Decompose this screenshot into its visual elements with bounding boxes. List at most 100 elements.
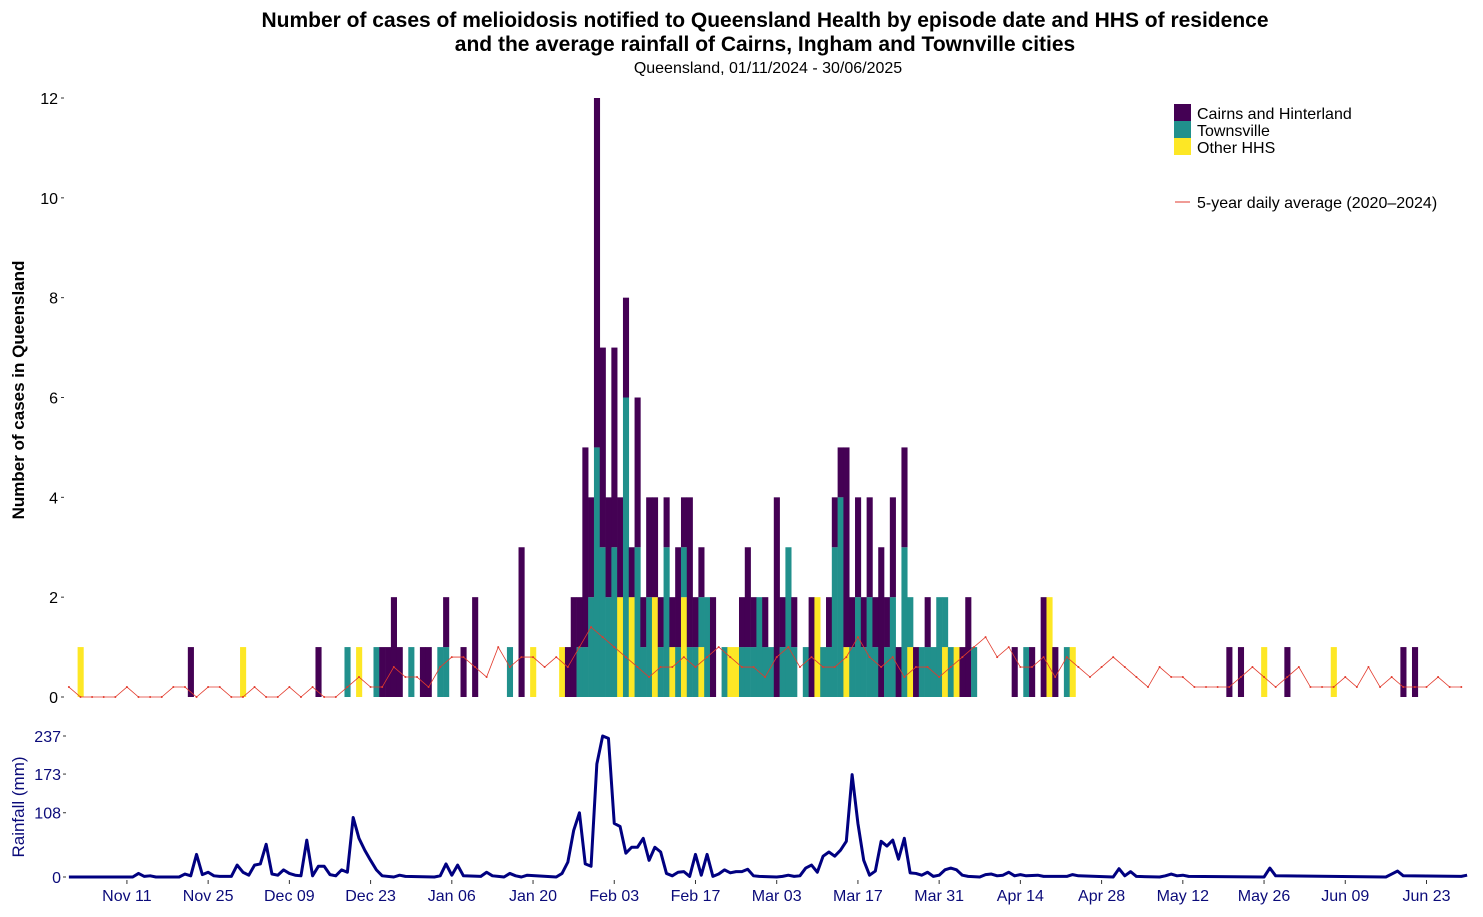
bar-segment-other — [356, 647, 363, 697]
average-point — [752, 666, 755, 669]
bar-segment-townsville — [1023, 647, 1030, 697]
average-point — [868, 656, 871, 659]
average-point — [79, 696, 82, 698]
average-point — [1274, 686, 1277, 689]
bar-segment-townsville — [675, 647, 682, 697]
bar-segment-cairns — [924, 597, 931, 648]
y-tick-label: 8 — [49, 291, 58, 308]
average-point — [914, 666, 917, 669]
chart-subtitle: Queensland, 01/11/2024 - 30/06/2025 — [634, 60, 902, 77]
bar-segment-other — [843, 647, 850, 697]
average-point — [125, 686, 128, 689]
average-point — [566, 666, 569, 669]
bar-segment-cairns — [622, 297, 630, 398]
average-point — [1251, 666, 1254, 669]
average-point — [1065, 656, 1068, 659]
bar-segment-other — [669, 647, 676, 697]
bar-segment-cairns — [744, 547, 751, 648]
bar-segment-townsville — [866, 597, 873, 697]
average-point — [1239, 676, 1242, 679]
bar-segment-other — [727, 647, 734, 697]
bar-segment-other — [651, 597, 659, 697]
average-point — [230, 696, 233, 698]
bar-segment-cairns — [872, 597, 879, 648]
x-tick-label: May 12 — [1157, 888, 1210, 905]
rainfall-tick-label: 237 — [34, 729, 61, 746]
average-point — [497, 646, 500, 649]
bar-segment-other — [733, 647, 740, 697]
average-point — [1158, 666, 1161, 669]
bar-segment-cairns — [617, 497, 624, 598]
bar-segment-townsville — [576, 647, 583, 697]
rainfall-axis-label: Rainfall (mm) — [9, 756, 28, 857]
bar-segment-cairns — [675, 547, 682, 648]
average-point — [253, 686, 256, 689]
bar-segment-townsville — [826, 647, 833, 697]
bar-segment-cairns — [663, 497, 670, 548]
average-point — [903, 676, 906, 679]
bar-segment-cairns — [385, 647, 392, 697]
average-point — [474, 666, 477, 669]
y-tick-label: 6 — [49, 391, 58, 408]
y-tick-label: 10 — [40, 191, 58, 208]
average-point — [961, 656, 964, 659]
average-point — [265, 696, 268, 698]
chart-title-line2: and the average rainfall of Cairns, Ingh… — [455, 33, 1075, 56]
x-tick-label: Jan 06 — [428, 888, 476, 905]
average-point — [485, 676, 488, 679]
legend-label-average: 5-year daily average (2020–2024) — [1197, 195, 1437, 212]
bar-segment-townsville — [373, 647, 380, 697]
average-point — [149, 696, 152, 698]
bar-segment-townsville — [663, 547, 670, 697]
bar-segment-cairns — [791, 597, 798, 648]
bar-segment-other — [1046, 597, 1053, 697]
average-point — [241, 696, 244, 698]
x-tick-label: Mar 03 — [752, 888, 802, 905]
average-point — [532, 656, 535, 659]
y-tick-label: 2 — [49, 590, 58, 607]
average-point — [1216, 686, 1219, 689]
bar-segment-cairns — [628, 547, 635, 598]
bar-segment-townsville — [924, 647, 931, 697]
average-point — [1228, 686, 1231, 689]
average-point — [381, 686, 384, 689]
bar-segment-cairns — [901, 447, 908, 548]
average-point — [1263, 676, 1266, 679]
bar-segment-cairns — [1284, 647, 1291, 697]
bar-segment-cairns — [593, 98, 601, 448]
average-point — [1437, 676, 1440, 679]
bar-segment-cairns — [889, 497, 896, 598]
bar-segment-cairns — [1052, 647, 1059, 697]
average-point — [1205, 686, 1208, 689]
bar-segment-other — [77, 647, 84, 697]
bar-segment-townsville — [582, 647, 589, 697]
average-point — [590, 626, 593, 629]
bar-segment-townsville — [605, 597, 612, 697]
average-point — [1147, 686, 1150, 689]
bar-segment-townsville — [791, 647, 798, 697]
bar-segment-townsville — [872, 647, 879, 697]
bar-segment-townsville — [860, 647, 867, 697]
bar-segment-townsville — [779, 647, 786, 697]
x-tick-label: Feb 17 — [671, 888, 721, 905]
bar-segment-townsville — [738, 647, 746, 697]
bar-segment-other — [1261, 647, 1268, 697]
bar-segment-townsville — [686, 647, 693, 697]
average-point — [288, 686, 291, 689]
bar-segment-townsville — [837, 497, 844, 697]
bar-segment-townsville — [942, 597, 949, 648]
average-point — [555, 656, 558, 659]
bar-segment-townsville — [907, 597, 914, 648]
bar-segment-cairns — [959, 647, 966, 697]
average-point — [1042, 656, 1045, 659]
bar-segment-cairns — [837, 447, 844, 498]
average-point — [1332, 686, 1335, 689]
average-point — [682, 656, 685, 659]
average-point — [729, 656, 732, 659]
bar-segment-cairns — [1411, 647, 1419, 697]
average-point — [1321, 686, 1324, 689]
bar-segment-cairns — [570, 597, 577, 697]
bar-segment-cairns — [750, 597, 757, 648]
average-point — [613, 646, 616, 649]
bar-segment-cairns — [518, 547, 525, 697]
